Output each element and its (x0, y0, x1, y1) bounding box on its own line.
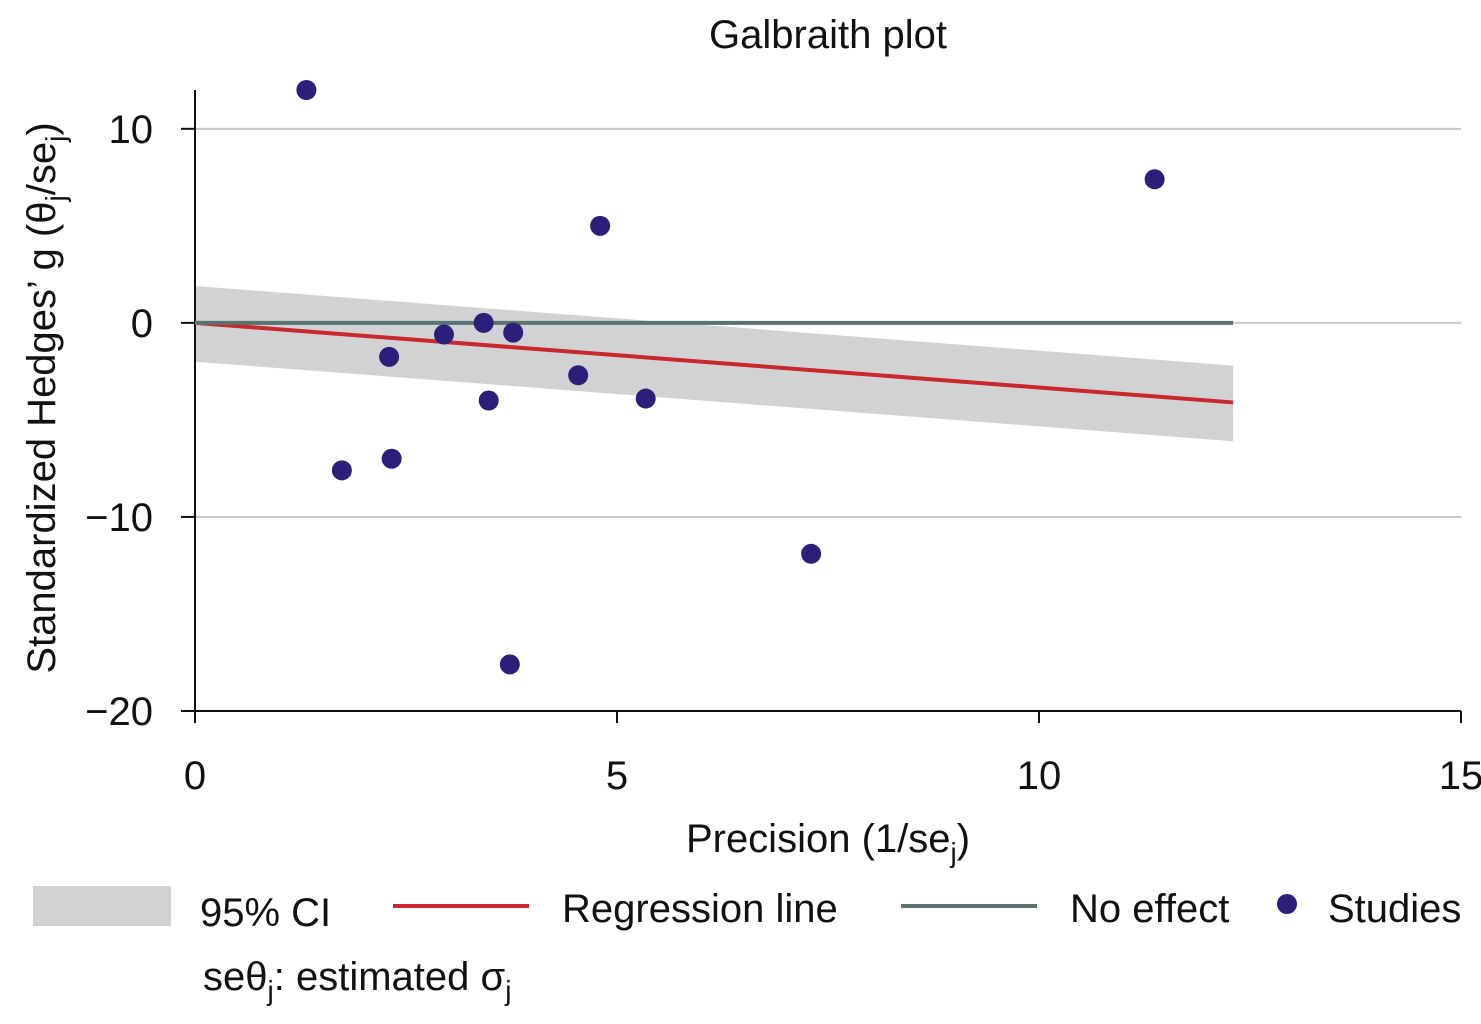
point (379, 346, 400, 367)
note-sub: j (504, 975, 511, 1006)
x-tick-label: 10 (1017, 754, 1062, 798)
legend-label: 95% CI (200, 891, 331, 935)
point (635, 388, 656, 409)
note-part: : estimated σ (274, 955, 506, 999)
x-axis-label: Precision (1/sej) (686, 817, 970, 868)
point (381, 448, 402, 469)
x-axis-label-part: Precision (1/se (686, 817, 951, 861)
x-axis-label-part: ) (957, 817, 970, 861)
point (801, 543, 822, 564)
note-sub: j (267, 975, 274, 1006)
legend-swatch (1277, 894, 1297, 914)
legend-label: Studies (1328, 887, 1461, 931)
point (503, 322, 524, 343)
y-axis-label-part: Standardized Hedges’ g (θ (20, 202, 64, 674)
point (473, 312, 494, 333)
y-tick-label: 10 (109, 108, 154, 152)
y-axis-label-part: ) (20, 122, 64, 135)
y-tick-label: −10 (85, 496, 153, 540)
legend-swatch (33, 886, 171, 926)
y-axis-label-sub: j (40, 136, 71, 143)
point (568, 365, 589, 386)
x-tick-label: 0 (184, 754, 206, 798)
note: seθj: estimated σj (203, 955, 511, 1006)
y-tick-label: −20 (85, 690, 153, 734)
y-axis-label-part: /se (20, 142, 64, 195)
x-tick-label: 15 (1439, 754, 1481, 798)
point (1144, 169, 1165, 190)
x-axis-label-sub: j (950, 837, 957, 868)
point (331, 460, 352, 481)
y-tick-label: 0 (131, 302, 153, 346)
point (478, 390, 499, 411)
point (590, 215, 611, 236)
x-tick-label: 5 (606, 754, 628, 798)
legend-label: Regression line (562, 887, 838, 931)
legend-label: No effect (1070, 887, 1229, 931)
point (296, 80, 317, 100)
chart-title: Galbraith plot (709, 13, 947, 57)
note-part: seθ (203, 955, 268, 999)
point (433, 324, 454, 345)
y-axis-label: Standardized Hedges’ g (θj/sej) (20, 122, 71, 673)
line (194, 320, 1234, 405)
point (499, 654, 520, 675)
y-axis-label-sub: j (40, 195, 71, 202)
